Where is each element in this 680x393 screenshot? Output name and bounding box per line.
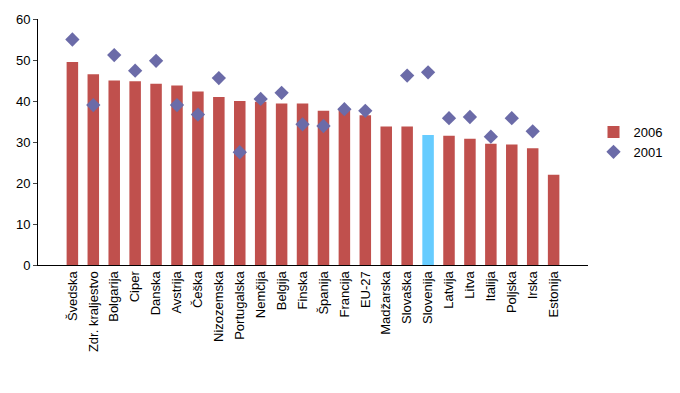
svg-text:Avstrija: Avstrija [169,270,184,313]
svg-text:2006: 2006 [634,125,663,140]
svg-text:10: 10 [16,217,30,232]
svg-text:Poljska: Poljska [504,270,519,313]
svg-text:Estonija: Estonija [546,270,561,317]
svg-text:30: 30 [16,135,30,150]
svg-text:40: 40 [16,94,30,109]
svg-text:Litva: Litva [462,270,477,298]
svg-text:Danska: Danska [148,270,163,315]
svg-text:Madžarska: Madžarska [378,270,393,334]
svg-text:0: 0 [23,258,30,273]
svg-text:Belgija: Belgija [274,270,289,310]
svg-text:Ciper: Ciper [127,271,142,303]
svg-text:20: 20 [16,176,30,191]
svg-text:Italija: Italija [483,270,498,301]
svg-text:Irska: Irska [525,270,540,299]
svg-text:Švedska: Švedska [65,270,80,321]
svg-text:50: 50 [16,53,30,68]
svg-text:2001: 2001 [634,145,663,160]
svg-text:Španija: Španija [316,270,331,314]
svg-text:Bolgarija: Bolgarija [106,270,121,321]
svg-text:EU-27: EU-27 [358,271,373,308]
svg-text:Latvija: Latvija [441,270,456,308]
svg-text:Finska: Finska [295,270,310,309]
svg-text:Nemčija: Nemčija [253,270,268,318]
svg-text:Nizozemska: Nizozemska [211,270,226,342]
svg-text:Portugalska: Portugalska [232,270,247,339]
svg-text:Slovaška: Slovaška [399,270,414,324]
svg-text:Češka: Češka [190,270,205,308]
svg-text:Slovenija: Slovenija [420,270,435,324]
svg-text:Francija: Francija [337,270,352,317]
svg-text:Zdr. kraljestvo: Zdr. kraljestvo [86,271,101,352]
svg-text:60: 60 [16,12,30,27]
